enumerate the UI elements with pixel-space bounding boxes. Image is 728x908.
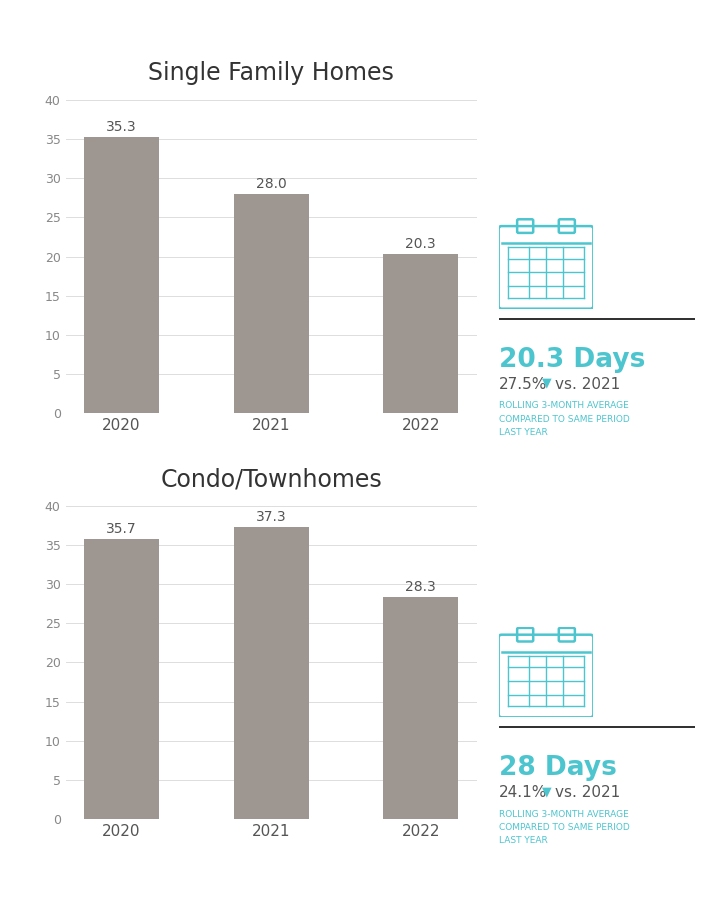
Text: Average Days On Market: Average Days On Market xyxy=(18,22,405,49)
Text: 37.3: 37.3 xyxy=(256,509,287,524)
Bar xyxy=(234,193,309,413)
Text: 35.7: 35.7 xyxy=(106,522,137,537)
Text: ROLLING 3-MONTH AVERAGE
COMPARED TO SAME PERIOD
LAST YEAR: ROLLING 3-MONTH AVERAGE COMPARED TO SAME… xyxy=(499,401,630,437)
Bar xyxy=(84,539,159,819)
Text: vs. 2021: vs. 2021 xyxy=(555,785,621,801)
Title: Single Family Homes: Single Family Homes xyxy=(149,62,394,85)
Text: 20.3 Days: 20.3 Days xyxy=(499,347,645,373)
Text: vs. 2021: vs. 2021 xyxy=(555,377,621,392)
Text: 35.3: 35.3 xyxy=(106,120,137,133)
Bar xyxy=(384,254,458,413)
Text: 20.3: 20.3 xyxy=(405,237,436,251)
Bar xyxy=(384,597,458,819)
Text: ROLLING 3-MONTH AVERAGE
COMPARED TO SAME PERIOD
LAST YEAR: ROLLING 3-MONTH AVERAGE COMPARED TO SAME… xyxy=(499,810,630,845)
Text: ▼: ▼ xyxy=(542,377,552,390)
Text: 28.3: 28.3 xyxy=(405,580,436,594)
Bar xyxy=(84,137,159,413)
Text: 28.0: 28.0 xyxy=(256,177,287,191)
Title: Condo/Townhomes: Condo/Townhomes xyxy=(160,468,382,491)
Text: ▼: ▼ xyxy=(542,785,552,798)
Text: 27.5%: 27.5% xyxy=(499,377,547,392)
Text: 28 Days: 28 Days xyxy=(499,755,617,782)
Text: 24.1%: 24.1% xyxy=(499,785,547,801)
Bar xyxy=(234,527,309,819)
